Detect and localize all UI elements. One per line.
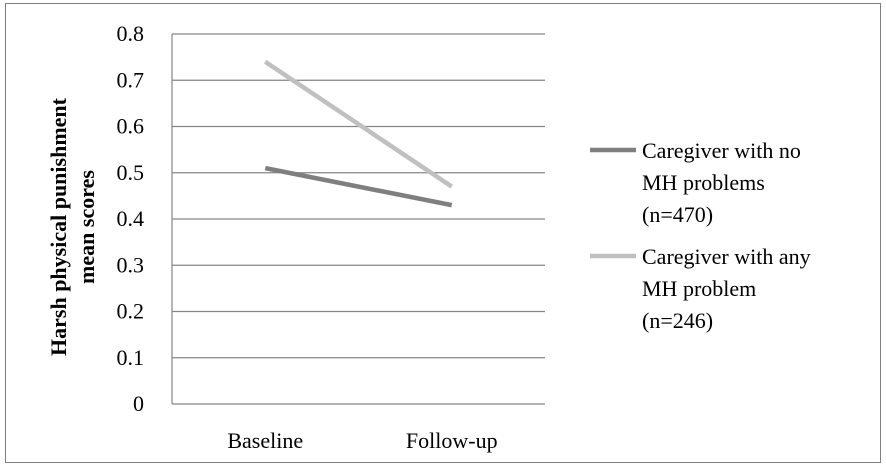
legend: Caregiver with no MH problems (n=470) Careg… bbox=[590, 138, 811, 333]
y-tick-label: 0.8 bbox=[117, 21, 145, 46]
y-axis-title-line: mean scores bbox=[74, 170, 99, 284]
legend-label: (n=470) bbox=[642, 202, 713, 227]
legend-label: MH problems bbox=[642, 170, 765, 195]
y-axis-ticks: 0 0.1 0.2 0.3 0.4 0.5 0.6 0.7 0.8 bbox=[117, 21, 145, 416]
x-tick-label: Follow-up bbox=[406, 428, 498, 453]
y-tick-label: 0.7 bbox=[117, 67, 145, 92]
y-tick-label: 0.4 bbox=[117, 206, 145, 231]
legend-label: MH problem bbox=[642, 276, 756, 301]
y-tick-label: 0.3 bbox=[117, 252, 145, 277]
legend-label: (n=246) bbox=[642, 308, 713, 333]
y-tick-label: 0.2 bbox=[117, 299, 145, 324]
x-tick-label: Baseline bbox=[227, 428, 303, 453]
series-layer bbox=[263, 59, 454, 208]
y-tick-label: 0.6 bbox=[117, 114, 145, 139]
x-axis-ticks: Baseline Follow-up bbox=[227, 428, 497, 453]
series-line-1 bbox=[264, 165, 453, 208]
gridlines bbox=[171, 33, 545, 405]
y-axis-title: Harsh physical punishment mean scores bbox=[46, 97, 99, 356]
series-line-2 bbox=[263, 59, 454, 189]
legend-label: Caregiver with no bbox=[642, 138, 801, 163]
y-tick-label: 0.1 bbox=[117, 345, 145, 370]
legend-label: Caregiver with any bbox=[642, 244, 811, 269]
y-axis-title-line: Harsh physical punishment bbox=[46, 97, 71, 356]
y-tick-label: 0 bbox=[133, 391, 144, 416]
y-tick-label: 0.5 bbox=[117, 160, 145, 185]
